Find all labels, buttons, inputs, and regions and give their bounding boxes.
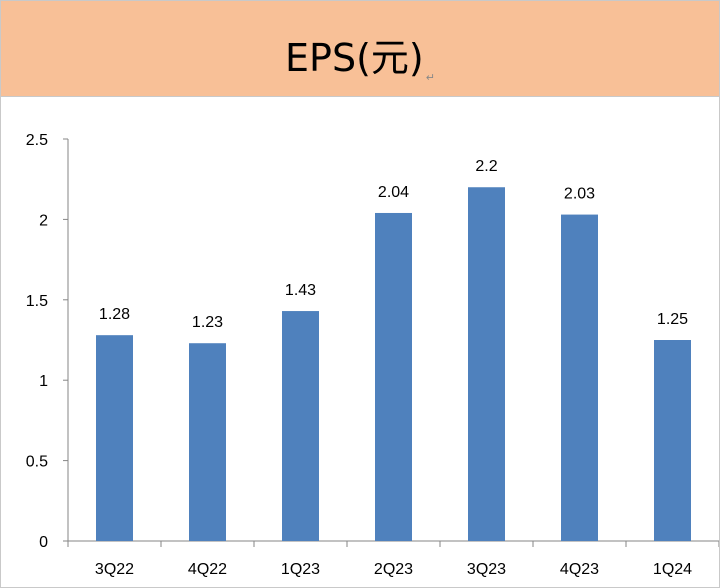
y-tick-label: 2	[39, 212, 48, 229]
chart-area: 0 0.5 1 1.5 2 2.5 1.28 3Q22 1.23 4Q22 1.43 1Q23 2.04…	[0, 96, 720, 588]
bar	[96, 335, 133, 541]
y-tick-label: 1.5	[26, 293, 48, 310]
bar-chart: 0 0.5 1 1.5 2 2.5 1.28 3Q22 1.23 4Q22 1.43 1Q23 2.04…	[26, 132, 719, 578]
x-tick-label: 1Q24	[653, 561, 692, 578]
y-tick-label: 1	[39, 373, 48, 390]
bar	[375, 212, 412, 541]
x-tick-label: 3Q22	[95, 561, 134, 578]
x-tick-label: 4Q22	[188, 561, 227, 578]
bar	[468, 187, 505, 541]
paragraph-mark-icon: ↵	[425, 71, 435, 84]
chart-title: EPS(元) ↵	[1, 27, 719, 84]
chart-title-text: EPS(元)	[285, 36, 424, 80]
x-tick-label: 2Q23	[374, 561, 413, 578]
x-tick-label: 3Q23	[467, 561, 506, 578]
data-label: 1.25	[657, 311, 688, 328]
y-tick-label: 0.5	[26, 454, 48, 471]
bar	[282, 311, 319, 541]
y-tick-label: 0	[39, 534, 48, 551]
data-label: 2.04	[378, 184, 409, 201]
bar	[561, 214, 598, 541]
data-label: 1.28	[99, 306, 130, 323]
data-label: 2.2	[475, 158, 497, 175]
x-tick-label: 1Q23	[281, 561, 320, 578]
bar	[654, 340, 691, 541]
bar	[189, 343, 226, 541]
x-tick-label: 4Q23	[560, 561, 599, 578]
data-label: 1.43	[285, 282, 316, 299]
data-label: 2.03	[564, 186, 595, 203]
y-tick-label: 2.5	[26, 132, 48, 149]
data-label: 1.23	[192, 314, 223, 331]
chart-header: EPS(元) ↵	[0, 0, 720, 97]
